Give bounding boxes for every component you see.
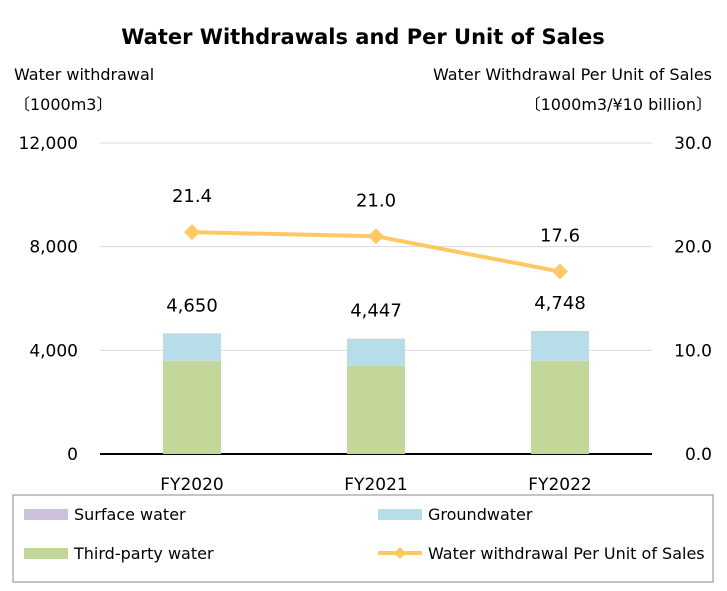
right-tick-label: 10.0 xyxy=(674,341,712,361)
category-label: FY2020 xyxy=(160,475,223,495)
left-tick-label: 8,000 xyxy=(29,238,78,258)
left-tick-label: 4,000 xyxy=(29,341,78,361)
bar-surface-water-fy2020 xyxy=(163,333,221,335)
line-marker xyxy=(368,228,384,245)
right-axis-unit: 〔1000m3/¥10 billion〕 xyxy=(525,95,712,114)
legend-swatch-third-party-water xyxy=(24,548,68,559)
legend: Surface water Groundwater Third-party wate… xyxy=(24,505,705,563)
right-tick-label: 0.0 xyxy=(685,445,712,465)
total-label: 4,748 xyxy=(534,293,586,314)
right-tick-label: 30.0 xyxy=(674,134,712,154)
left-tick-label: 0 xyxy=(67,445,78,465)
legend-label-third-party-water: Third-party water xyxy=(73,544,214,563)
legend-swatch-groundwater xyxy=(378,509,422,520)
legend-swatch-surface-water xyxy=(24,509,68,520)
bar-groundwater-fy2021 xyxy=(347,339,405,366)
line-marker xyxy=(184,224,200,241)
bar-third-party-water-fy2022 xyxy=(531,360,589,454)
bar-surface-water-fy2022 xyxy=(531,330,589,332)
left-axis-unit: 〔1000m3〕 xyxy=(14,95,113,114)
line-value-label: 21.4 xyxy=(172,186,212,207)
line-series: 21.4 21.0 17.6 xyxy=(172,186,580,280)
right-axis-label: Water Withdrawal Per Unit of Sales xyxy=(433,65,712,84)
legend-label-water-withdrawal-per-unit-of-sales: Water withdrawal Per Unit of Sales xyxy=(428,544,705,563)
category-labels: FY2020 FY2021 FY2022 xyxy=(160,475,591,495)
total-label: 4,650 xyxy=(166,295,218,316)
category-label: FY2022 xyxy=(528,475,591,495)
bars xyxy=(163,330,589,454)
bar-third-party-water-fy2020 xyxy=(163,360,221,454)
total-labels: 4,650 4,447 4,748 xyxy=(166,293,586,322)
legend-label-groundwater: Groundwater xyxy=(428,505,533,524)
left-axis-ticks: 12,000 8,000 4,000 0 xyxy=(19,134,78,465)
legend-marker-water-withdrawal-per-unit-of-sales xyxy=(394,547,406,559)
line-value-label: 21.0 xyxy=(356,190,396,211)
right-tick-label: 20.0 xyxy=(674,238,712,258)
line-marker xyxy=(552,263,568,280)
left-tick-label: 12,000 xyxy=(19,134,78,154)
chart-title: Water Withdrawals and Per Unit of Sales xyxy=(121,25,604,49)
bar-groundwater-fy2020 xyxy=(163,334,221,361)
bar-third-party-water-fy2021 xyxy=(347,365,405,454)
total-label: 4,447 xyxy=(350,301,402,322)
legend-box xyxy=(12,494,714,583)
right-axis-ticks: 30.0 20.0 10.0 0.0 xyxy=(674,134,712,465)
bar-groundwater-fy2022 xyxy=(531,331,589,361)
category-label: FY2021 xyxy=(344,475,407,495)
legend-label-surface-water: Surface water xyxy=(74,505,186,524)
line-value-label: 17.6 xyxy=(540,226,580,247)
left-axis-label: Water withdrawal xyxy=(14,65,154,84)
